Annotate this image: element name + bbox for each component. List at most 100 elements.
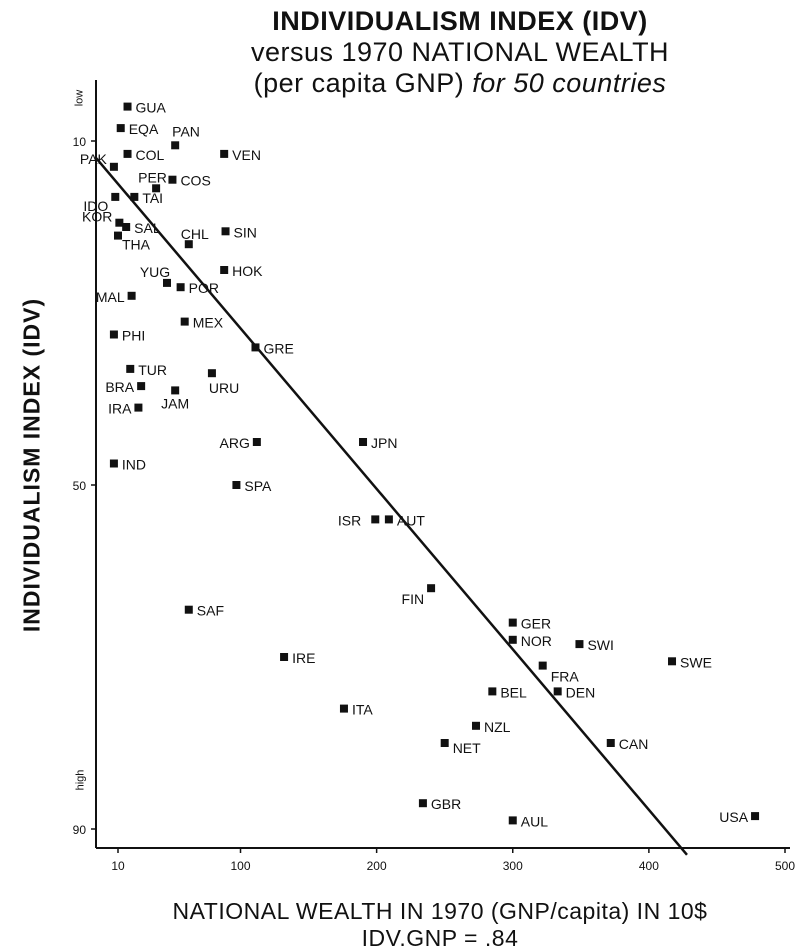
- chart-subtitle-main: (per capita GNP): [253, 68, 465, 98]
- y-tick-label: 50: [73, 479, 87, 493]
- data-point-fin: [427, 584, 436, 593]
- data-point-phi: [109, 330, 118, 339]
- data-point-jam: [171, 386, 180, 395]
- data-point-swe: [668, 657, 677, 666]
- data-point-mal: [127, 291, 136, 300]
- data-point-ita: [339, 704, 348, 713]
- data-label-jam: JAM: [161, 395, 189, 411]
- chart-subtitle-italic: for 50 countries: [472, 68, 667, 98]
- data-point-arg: [252, 438, 261, 446]
- data-label-saf: SAF: [197, 603, 224, 619]
- data-label-per: PER: [138, 169, 167, 185]
- data-point-hok: [220, 266, 229, 274]
- data-label-kor: KOR: [82, 209, 112, 225]
- data-point-cos: [168, 175, 177, 184]
- data-point-aut: [384, 515, 393, 524]
- data-label-bra: BRA: [105, 379, 134, 395]
- data-point-net: [440, 739, 449, 747]
- data-label-jpn: JPN: [371, 435, 397, 451]
- chart-title: INDIVIDUALISM INDEX (IDV): [272, 6, 648, 36]
- data-point-ire: [280, 653, 289, 661]
- data-point-ger: [508, 618, 517, 627]
- data-label-ven: VEN: [232, 147, 261, 163]
- y-tick-label: 10: [73, 135, 87, 149]
- data-point-pak: [109, 162, 118, 171]
- data-point-saf: [184, 605, 193, 614]
- data-point-por: [176, 283, 185, 292]
- data-point-bra: [137, 382, 146, 391]
- data-point-uru: [207, 369, 216, 378]
- data-label-ger: GER: [521, 616, 551, 632]
- data-label-yug: YUG: [140, 264, 170, 280]
- data-label-nzl: NZL: [484, 719, 511, 735]
- data-label-bel: BEL: [500, 684, 527, 700]
- x-tick-label: 10: [111, 859, 125, 873]
- data-label-eqa: EQA: [129, 121, 159, 137]
- data-point-col: [123, 149, 132, 158]
- data-point-sin: [221, 227, 230, 236]
- data-label-cos: COS: [180, 173, 210, 189]
- data-label-uru: URU: [209, 380, 239, 396]
- data-point-mex: [180, 317, 189, 326]
- data-label-sal: SAL: [134, 220, 161, 236]
- data-point-gre: [251, 343, 260, 352]
- data-point-isr: [371, 515, 380, 524]
- data-point-den: [553, 687, 562, 696]
- data-label-ire: IRE: [292, 650, 315, 666]
- data-label-gua: GUA: [136, 100, 167, 116]
- y-axis-label: INDIVIDUALISM INDEX (IDV): [18, 297, 45, 633]
- data-point-swi: [575, 640, 584, 649]
- data-label-ita: ITA: [352, 702, 373, 718]
- data-point-gua: [123, 102, 132, 111]
- data-point-fra: [538, 661, 547, 670]
- y-low-label: low: [73, 89, 86, 107]
- data-label-fra: FRA: [551, 669, 580, 685]
- data-point-ido: [111, 192, 120, 201]
- data-label-mal: MAL: [96, 289, 125, 305]
- data-label-fin: FIN: [402, 591, 425, 607]
- data-label-nor: NOR: [521, 633, 552, 649]
- chart-title-block: INDIVIDUALISM INDEX (IDV) versus 1970 NA…: [180, 6, 740, 99]
- chart-subtitle: versus 1970 NATIONAL WEALTH: [250, 37, 670, 67]
- data-label-col: COL: [136, 147, 165, 163]
- data-point-pan: [171, 141, 180, 150]
- data-point-ind: [109, 459, 118, 468]
- data-point-tur: [126, 364, 135, 373]
- data-label-ind: IND: [122, 457, 146, 473]
- x-tick-label: 100: [230, 859, 250, 873]
- data-point-aul: [508, 816, 517, 825]
- data-label-spa: SPA: [244, 478, 272, 494]
- data-point-nor: [508, 635, 517, 644]
- data-label-sin: SIN: [234, 224, 257, 240]
- data-label-pan: PAN: [172, 123, 200, 139]
- data-label-tur: TUR: [138, 362, 167, 378]
- x-tick-label: 400: [639, 859, 659, 873]
- data-point-usa: [751, 812, 760, 821]
- data-label-tha: THA: [122, 237, 151, 253]
- data-point-nzl: [472, 721, 481, 730]
- data-label-usa: USA: [719, 809, 748, 825]
- data-point-chl: [184, 240, 193, 249]
- x-axis-label: NATIONAL WEALTH IN 1970 (GNP/capita) IN …: [172, 898, 708, 924]
- data-label-pak: PAK: [80, 151, 108, 167]
- data-label-phi: PHI: [122, 328, 145, 344]
- data-label-tai: TAI: [142, 190, 163, 206]
- data-label-aut: AUT: [397, 512, 425, 528]
- data-label-chl: CHL: [181, 226, 209, 242]
- data-point-bel: [488, 687, 497, 696]
- data-point-eqa: [116, 124, 125, 133]
- x-tick-label: 300: [503, 859, 523, 873]
- data-label-ira: IRA: [108, 401, 132, 417]
- data-point-ven: [220, 149, 229, 158]
- data-label-hok: HOK: [232, 263, 263, 279]
- data-label-ido: IDO: [83, 198, 108, 214]
- data-point-yug: [163, 278, 172, 287]
- data-label-aul: AUL: [521, 813, 548, 829]
- data-point-sal: [122, 223, 131, 231]
- x-tick-label: 500: [775, 859, 795, 873]
- data-point-gbr: [418, 799, 427, 808]
- data-label-mex: MEX: [193, 315, 224, 331]
- chart-subtitle-line3: (per capita GNP) for 50 countries: [180, 68, 740, 99]
- data-label-swe: SWE: [680, 654, 712, 670]
